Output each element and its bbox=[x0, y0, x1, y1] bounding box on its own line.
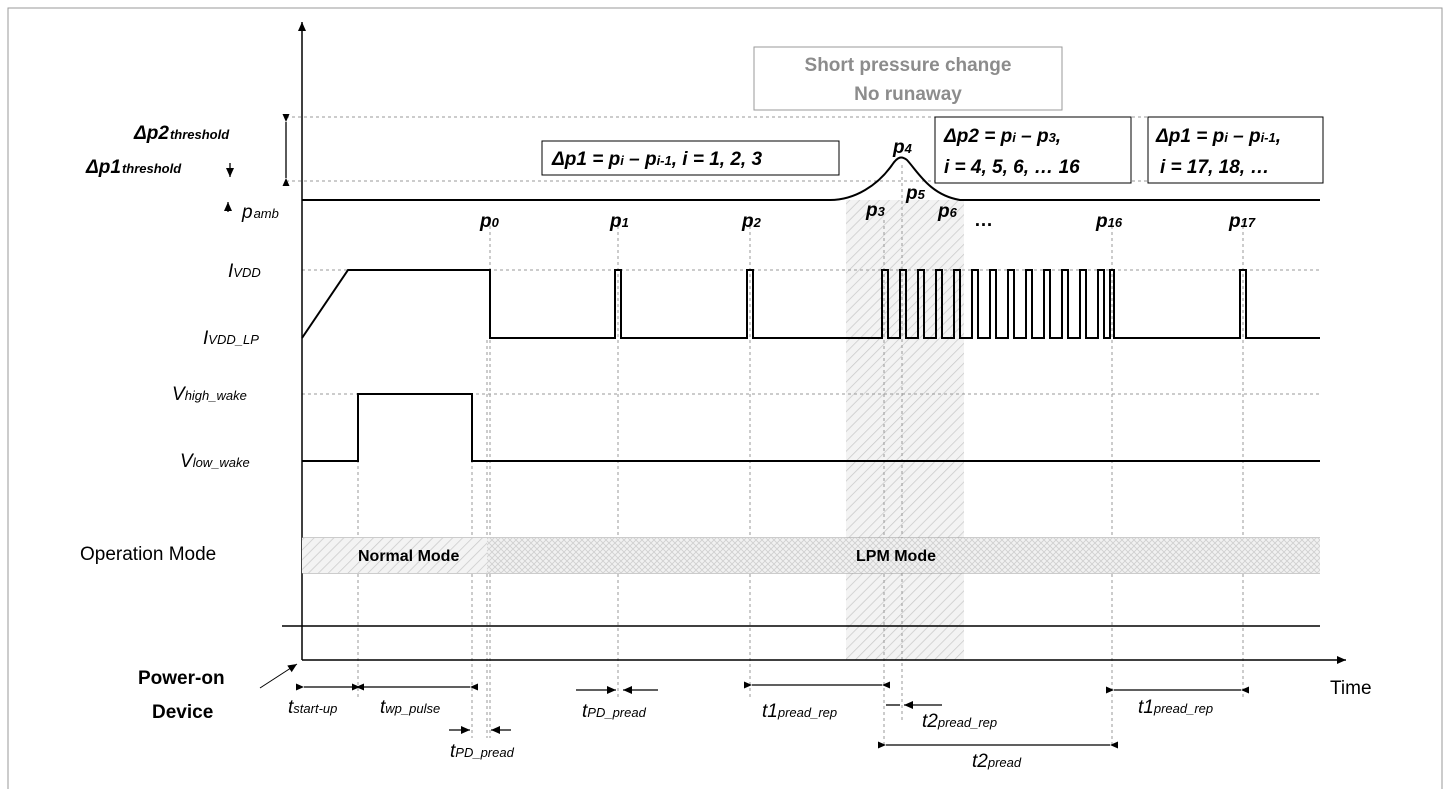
point-label-p5: p5 bbox=[905, 183, 926, 204]
t1-pread-rep-label-a: t1pread_rep bbox=[762, 701, 837, 722]
ivdd-label: IVDD bbox=[228, 261, 261, 282]
point-label-p1: p1 bbox=[609, 211, 629, 232]
callout-line2: No runaway bbox=[854, 84, 962, 105]
vhigh-label: Vhigh_wake bbox=[172, 384, 247, 405]
wake-voltage-signal bbox=[302, 393, 1320, 462]
point-label-p3: p3 bbox=[865, 200, 886, 221]
pressure-signal bbox=[302, 156, 1320, 201]
formula-box-3: Δp1 = pi – pi-1, i = 17, 18, … bbox=[1147, 116, 1324, 184]
ellipsis-label: … bbox=[974, 210, 993, 231]
callout-line1: Short pressure change bbox=[805, 55, 1012, 76]
t2-pread-label: t2pread bbox=[972, 751, 1022, 772]
point-label-p6: p6 bbox=[937, 201, 958, 222]
power-on-line1: Power-on bbox=[138, 668, 225, 689]
normal-mode-label: Normal Mode bbox=[358, 548, 459, 565]
point-label-p2: p2 bbox=[741, 211, 762, 232]
t-startup-label: tstart-up bbox=[288, 697, 337, 718]
timing-arrows bbox=[296, 681, 1249, 749]
point-label-p4: p4 bbox=[892, 137, 913, 158]
power-on-pointer-icon bbox=[259, 663, 298, 689]
callout-box bbox=[753, 46, 1063, 111]
pamb-label: pamb bbox=[241, 202, 279, 223]
power-on-line2: Device bbox=[152, 702, 213, 723]
svg-text:Δp1 = pi – pi-1,: Δp1 = pi – pi-1, bbox=[1155, 126, 1281, 147]
normal-mode-bar bbox=[302, 538, 487, 573]
lpm-mode-bar bbox=[487, 538, 1320, 573]
operation-mode-label: Operation Mode bbox=[80, 544, 216, 565]
vlow-label: Vlow_wake bbox=[180, 451, 250, 472]
current-signal bbox=[301, 269, 1320, 339]
outer-frame bbox=[7, 7, 1443, 789]
point-label-p0: p0 bbox=[479, 211, 500, 232]
time-axis-label: Time bbox=[1330, 678, 1372, 699]
formula-box-1: Δp1 = pi – pi-1, i = 1, 2, 3 bbox=[541, 140, 840, 176]
vertical-guides bbox=[357, 165, 1244, 745]
pressure-point-labels: p0 p1 p2 p3 p4 p5 p6 … p16 p17 bbox=[479, 137, 1256, 232]
point-label-p16: p16 bbox=[1095, 211, 1123, 232]
t-pd-pread-label-b: tPD_pread bbox=[582, 701, 647, 722]
t-pd-pread-label-a: tPD_pread bbox=[450, 741, 515, 762]
t-wp-pulse-label: twp_pulse bbox=[380, 697, 440, 718]
svg-text:i = 17, 18, …: i = 17, 18, … bbox=[1160, 157, 1269, 178]
svg-text:i = 4, 5, 6, … 16: i = 4, 5, 6, … 16 bbox=[944, 157, 1080, 178]
t2-pread-rep-label: t2pread_rep bbox=[922, 711, 997, 732]
dp1-threshold-label: Δp1threshold bbox=[85, 157, 182, 178]
point-label-p17: p17 bbox=[1228, 211, 1256, 232]
ivdd-lp-label: IVDD_LP bbox=[203, 328, 259, 349]
dp2-threshold-label: Δp2threshold bbox=[133, 123, 230, 144]
svg-text:Δp2 = pi – p3,: Δp2 = pi – p3, bbox=[943, 126, 1061, 147]
lpm-mode-label: LPM Mode bbox=[856, 548, 936, 565]
svg-text:Δp1 = pi – pi-1, i = 1, 2, 3: Δp1 = pi – pi-1, i = 1, 2, 3 bbox=[551, 149, 762, 170]
t1-pread-rep-label-b: t1pread_rep bbox=[1138, 697, 1213, 718]
formula-box-2: Δp2 = pi – p3, i = 4, 5, 6, … 16 bbox=[934, 116, 1132, 184]
